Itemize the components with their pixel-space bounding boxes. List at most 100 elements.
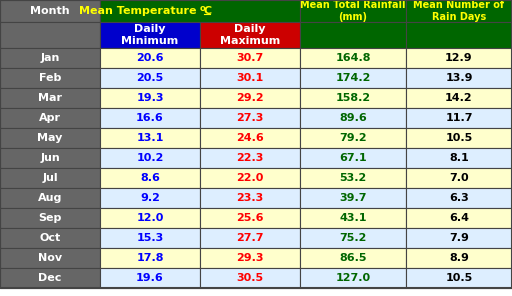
Bar: [406, 88, 512, 108]
Bar: [200, 48, 300, 68]
Text: 10.5: 10.5: [445, 133, 473, 143]
Bar: [200, 248, 300, 268]
Text: 24.6: 24.6: [236, 133, 264, 143]
Bar: [300, 188, 406, 208]
Text: 14.2: 14.2: [445, 93, 473, 103]
Bar: [200, 128, 300, 148]
Bar: [200, 168, 300, 188]
Text: 12.9: 12.9: [445, 53, 473, 63]
Bar: [0, 168, 100, 188]
Bar: [406, 208, 512, 228]
Bar: [0, 48, 100, 68]
Bar: [200, 88, 300, 108]
Text: 67.1: 67.1: [339, 153, 367, 163]
Bar: [100, 228, 200, 248]
Bar: [200, 22, 300, 48]
Bar: [406, 68, 512, 88]
Text: 29.3: 29.3: [236, 253, 264, 263]
Bar: [300, 108, 406, 128]
Bar: [406, 48, 512, 68]
Bar: [0, 128, 100, 148]
Bar: [406, 268, 512, 288]
Text: May: May: [37, 133, 62, 143]
Bar: [406, 248, 512, 268]
Text: 17.8: 17.8: [136, 253, 164, 263]
Text: 13.1: 13.1: [136, 133, 164, 143]
Bar: [200, 148, 300, 168]
Bar: [200, 108, 300, 128]
Text: 19.6: 19.6: [136, 273, 164, 283]
Text: 27.7: 27.7: [236, 233, 264, 243]
Text: Mean Total Rainfall
(mm): Mean Total Rainfall (mm): [300, 0, 406, 22]
Bar: [300, 148, 406, 168]
Text: 12.0: 12.0: [136, 213, 164, 223]
Bar: [100, 208, 200, 228]
Bar: [200, 228, 300, 248]
Text: Mean Temperature: Mean Temperature: [79, 6, 200, 16]
Text: Dec: Dec: [38, 273, 61, 283]
Bar: [200, 208, 300, 228]
Text: 9.2: 9.2: [140, 193, 160, 203]
Text: Daily
Maximum: Daily Maximum: [220, 24, 280, 46]
Text: 8.1: 8.1: [449, 153, 469, 163]
Text: 15.3: 15.3: [136, 233, 164, 243]
Bar: [0, 68, 100, 88]
Text: 30.1: 30.1: [237, 73, 264, 83]
Text: 75.2: 75.2: [339, 233, 367, 243]
Text: 79.2: 79.2: [339, 133, 367, 143]
Text: Month: Month: [30, 6, 70, 16]
Text: 7.0: 7.0: [449, 173, 469, 183]
Bar: [406, 148, 512, 168]
Bar: [0, 228, 100, 248]
Bar: [406, 188, 512, 208]
Text: 8.6: 8.6: [140, 173, 160, 183]
Text: 20.5: 20.5: [136, 73, 164, 83]
Bar: [406, 22, 512, 48]
Bar: [0, 22, 100, 48]
Text: 43.1: 43.1: [339, 213, 367, 223]
Text: 30.5: 30.5: [237, 273, 264, 283]
Text: 39.7: 39.7: [339, 193, 367, 203]
Text: Daily
Minimum: Daily Minimum: [121, 24, 179, 46]
Text: Jan: Jan: [40, 53, 60, 63]
Bar: [300, 208, 406, 228]
Text: 13.9: 13.9: [445, 73, 473, 83]
Bar: [100, 168, 200, 188]
Text: 86.5: 86.5: [339, 253, 367, 263]
Text: 20.6: 20.6: [136, 53, 164, 63]
Bar: [0, 268, 100, 288]
Bar: [406, 0, 512, 22]
Text: 22.0: 22.0: [237, 173, 264, 183]
Text: 25.6: 25.6: [236, 213, 264, 223]
Bar: [200, 188, 300, 208]
Text: 7.9: 7.9: [449, 233, 469, 243]
Text: Apr: Apr: [39, 113, 61, 123]
Bar: [100, 248, 200, 268]
Bar: [300, 268, 406, 288]
Text: o: o: [200, 4, 206, 12]
Bar: [300, 88, 406, 108]
Text: 10.2: 10.2: [136, 153, 164, 163]
Text: 6.3: 6.3: [449, 193, 469, 203]
Bar: [200, 268, 300, 288]
Bar: [0, 108, 100, 128]
Text: Aug: Aug: [38, 193, 62, 203]
Bar: [406, 128, 512, 148]
Bar: [100, 128, 200, 148]
Bar: [200, 68, 300, 88]
Text: 6.4: 6.4: [449, 213, 469, 223]
Text: 19.3: 19.3: [136, 93, 164, 103]
Text: Sep: Sep: [38, 213, 61, 223]
Text: 11.7: 11.7: [445, 113, 473, 123]
Bar: [300, 128, 406, 148]
Text: Feb: Feb: [39, 73, 61, 83]
Text: 8.9: 8.9: [449, 253, 469, 263]
Bar: [406, 108, 512, 128]
Bar: [100, 88, 200, 108]
Bar: [300, 0, 406, 22]
Text: 127.0: 127.0: [335, 273, 371, 283]
Bar: [406, 228, 512, 248]
Text: 27.3: 27.3: [237, 113, 264, 123]
Bar: [300, 48, 406, 68]
Bar: [100, 68, 200, 88]
